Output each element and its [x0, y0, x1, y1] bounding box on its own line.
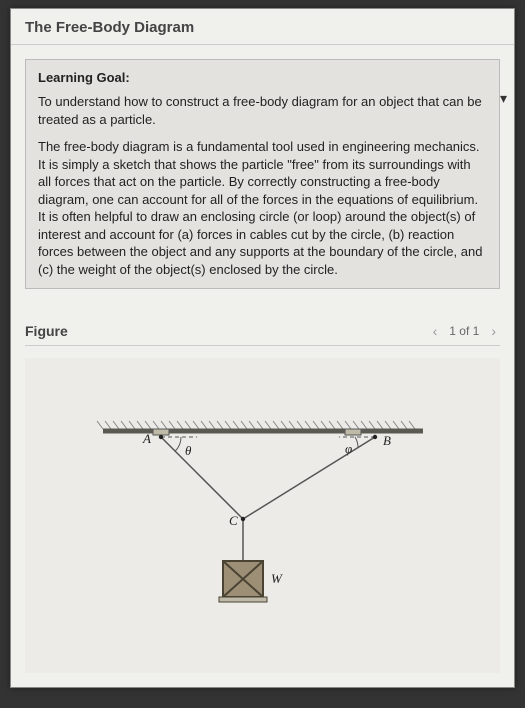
learning-goal-label: Learning Goal:	[38, 70, 487, 85]
figure-header: Figure ‹ 1 of 1 ›	[25, 323, 500, 346]
svg-text:θ: θ	[185, 443, 192, 458]
figure-body: Aθ Bφ C W	[25, 358, 500, 673]
svg-text:A: A	[142, 431, 151, 446]
svg-text:C: C	[229, 513, 238, 528]
svg-text:W: W	[271, 571, 283, 586]
learning-goal-intro: To understand how to construct a free-bo…	[38, 93, 487, 128]
free-body-diagram: Aθ Bφ C W	[63, 401, 463, 631]
pager-next-icon[interactable]: ›	[487, 323, 500, 339]
learning-goal-body: The free-body diagram is a fundamental t…	[38, 138, 487, 278]
svg-text:B: B	[383, 433, 391, 448]
lesson-screen: The Free-Body Diagram Learning Goal: To …	[10, 8, 515, 688]
figure-pager: ‹ 1 of 1 ›	[429, 323, 500, 339]
figure-title: Figure	[25, 323, 68, 339]
page-title: The Free-Body Diagram	[11, 9, 514, 45]
collapse-caret-icon[interactable]: ▾	[500, 90, 507, 107]
svg-text:φ: φ	[345, 441, 352, 456]
learning-goal-panel: Learning Goal: To understand how to cons…	[25, 59, 500, 289]
pager-prev-icon[interactable]: ‹	[429, 323, 442, 339]
pager-label: 1 of 1	[449, 324, 479, 338]
